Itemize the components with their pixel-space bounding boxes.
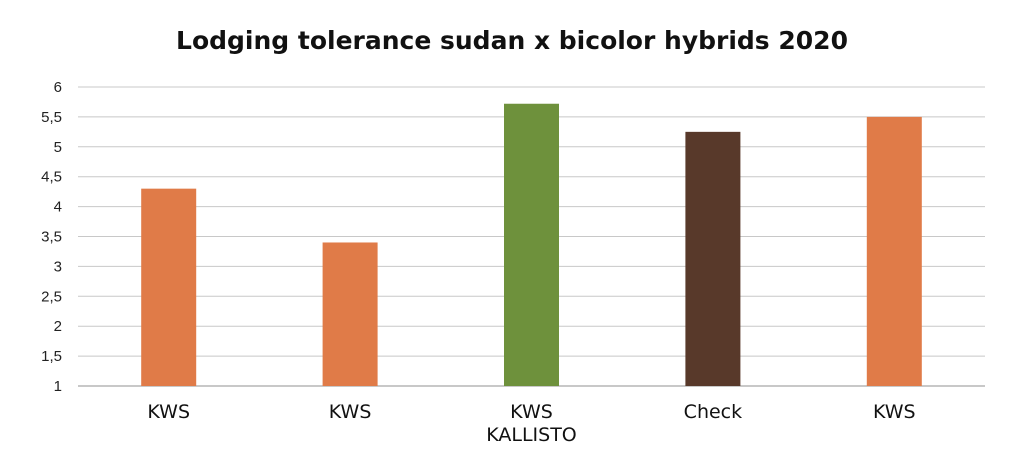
x-tick-label: KWS: [147, 401, 190, 423]
x-tick-label: KWS: [510, 401, 553, 423]
y-tick-label: 5: [54, 139, 62, 156]
y-tick-label: 3: [54, 258, 62, 275]
y-tick-label: 5,5: [41, 109, 62, 126]
x-tick-label: Check: [684, 401, 742, 423]
y-tick-label: 2: [54, 318, 62, 335]
y-tick-label: 6: [54, 79, 62, 96]
bar: [322, 242, 378, 386]
x-tick-label: KALLISTO: [486, 424, 577, 446]
bar: [504, 103, 559, 386]
y-tick-label: 4: [54, 199, 62, 216]
y-tick-label: 1,5: [41, 348, 62, 365]
y-tick-label: 4,5: [41, 169, 62, 186]
x-tick-label: KWS: [873, 401, 916, 423]
bar: [866, 116, 922, 387]
y-tick-label: 1: [54, 378, 62, 395]
y-tick-label: 2,5: [41, 288, 62, 305]
bar: [685, 131, 741, 386]
chart-title: Lodging tolerance sudan x bicolor hybrid…: [176, 26, 848, 55]
y-tick-label: 3,5: [41, 229, 62, 246]
bar: [141, 188, 197, 386]
x-tick-label: KWS: [329, 401, 372, 423]
